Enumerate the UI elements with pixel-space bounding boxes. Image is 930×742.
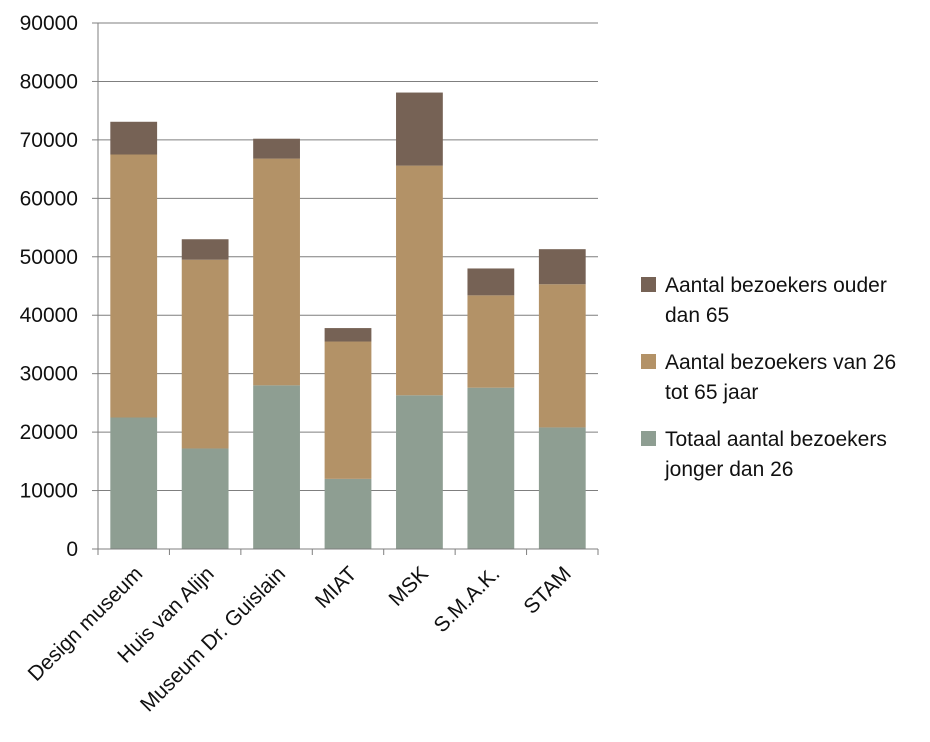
bar-segment: [110, 417, 158, 549]
y-tick-label: 40000: [20, 304, 78, 327]
legend: Aantal bezoekers ouder dan 65 Aantal bezoe…: [641, 274, 896, 481]
y-tick-label: 80000: [20, 70, 78, 93]
x-tick-label: MSK: [385, 562, 433, 610]
bars: [110, 92, 586, 549]
y-tick-labels: 0 10000 20000 30000 40000 50000 60000 70000 8000…: [20, 12, 78, 561]
x-tick-label: MIAT: [311, 562, 362, 613]
bar-segment: [324, 341, 372, 479]
axes: [92, 22, 599, 555]
bar-segment: [538, 249, 586, 285]
y-tick-label: 50000: [20, 246, 78, 269]
bar-segment: [253, 138, 300, 159]
bar-segment: [467, 268, 515, 296]
x-tick-label: Museum Dr. Guislain: [136, 562, 290, 716]
y-tick-label: 70000: [20, 129, 78, 152]
bar-segment: [181, 448, 229, 549]
y-tick-label: 20000: [20, 421, 78, 444]
legend-label-line2: tot 65 jaar: [665, 381, 758, 404]
bar-segment: [467, 387, 515, 549]
bar-segment: [253, 158, 300, 386]
legend-label-line2: dan 65: [665, 304, 729, 327]
legend-label-line1: Aantal bezoekers ouder: [665, 274, 887, 297]
x-tick-label: STAM: [519, 562, 575, 618]
bar-segment: [396, 165, 443, 396]
y-tick-label: 10000: [20, 480, 78, 503]
bar-segment: [324, 328, 372, 342]
bar-segment: [538, 427, 586, 549]
bar-segment: [181, 239, 229, 260]
legend-label-line1: Aantal bezoekers van 26: [665, 351, 896, 374]
legend-label-line1: Totaal aantal bezoekers: [665, 428, 887, 451]
y-tick-label: 60000: [20, 187, 78, 210]
bar-segment: [110, 154, 158, 418]
y-tick-label: 90000: [20, 12, 78, 35]
bar-segment: [110, 121, 158, 155]
bar-segment: [467, 295, 515, 388]
legend-swatch: [641, 431, 656, 446]
y-tick-label: 30000: [20, 363, 78, 386]
bar-segment: [181, 259, 229, 449]
gridlines: [98, 22, 598, 492]
bar-segment: [396, 395, 443, 549]
bar-segment: [538, 284, 586, 428]
x-tick-label: S.M.A.K.: [430, 562, 505, 637]
bar-segment: [324, 478, 372, 549]
legend-swatch: [641, 354, 656, 369]
bar-segment: [253, 385, 300, 549]
legend-label-line2: jonger dan 26: [664, 458, 793, 481]
y-tick-label: 0: [66, 538, 78, 561]
legend-swatch: [641, 277, 656, 292]
bar-segment: [396, 92, 443, 166]
